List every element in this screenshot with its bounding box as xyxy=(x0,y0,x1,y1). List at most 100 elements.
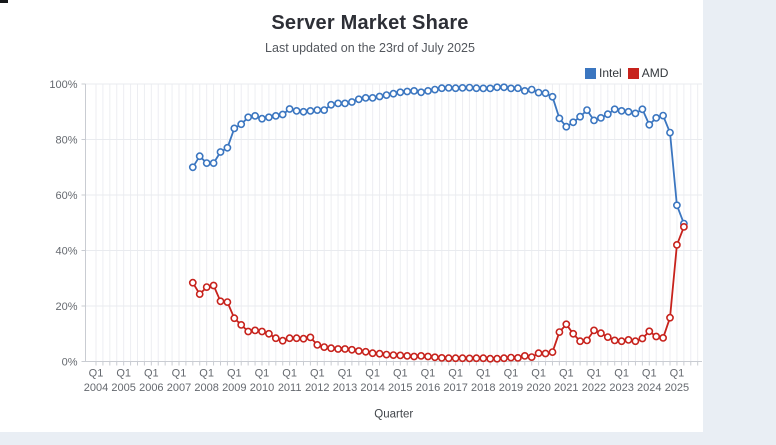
amd-data-point[interactable] xyxy=(368,349,377,358)
intel-data-point[interactable] xyxy=(264,113,273,122)
amd-data-point[interactable] xyxy=(244,327,253,336)
intel-data-point[interactable] xyxy=(320,106,329,114)
amd-data-point[interactable] xyxy=(597,329,605,338)
amd-data-point[interactable] xyxy=(645,327,654,336)
amd-data-point[interactable] xyxy=(680,222,688,231)
amd-data-point[interactable] xyxy=(430,353,439,362)
amd-data-point[interactable] xyxy=(638,334,647,343)
intel-data-point[interactable] xyxy=(486,84,495,93)
intel-data-point[interactable] xyxy=(230,124,239,133)
amd-data-point[interactable] xyxy=(631,337,640,346)
intel-data-point[interactable] xyxy=(271,112,280,120)
intel-data-point[interactable] xyxy=(527,85,536,94)
intel-data-point[interactable] xyxy=(361,94,370,102)
amd-data-point[interactable] xyxy=(230,314,239,323)
amd-data-point[interactable] xyxy=(583,336,591,345)
amd-data-point[interactable] xyxy=(451,354,460,363)
intel-data-point[interactable] xyxy=(458,84,467,92)
amd-data-point[interactable] xyxy=(195,290,204,298)
intel-data-point[interactable] xyxy=(403,87,412,96)
intel-data-point[interactable] xyxy=(424,87,432,95)
intel-data-point[interactable] xyxy=(610,105,619,114)
amd-data-point[interactable] xyxy=(382,350,391,359)
intel-data-point[interactable] xyxy=(444,84,453,92)
intel-data-point[interactable] xyxy=(555,114,564,123)
intel-data-point[interactable] xyxy=(569,118,578,127)
amd-data-point[interactable] xyxy=(610,336,619,345)
amd-data-point[interactable] xyxy=(562,320,571,329)
amd-data-point[interactable] xyxy=(375,349,384,358)
amd-data-point[interactable] xyxy=(624,335,633,344)
amd-data-point[interactable] xyxy=(534,349,543,358)
amd-data-point[interactable] xyxy=(313,340,322,349)
amd-data-point[interactable] xyxy=(341,345,349,353)
intel-data-point[interactable] xyxy=(341,99,349,108)
intel-data-point[interactable] xyxy=(479,84,488,93)
amd-data-point[interactable] xyxy=(285,334,294,343)
amd-data-point[interactable] xyxy=(493,354,501,363)
amd-data-point[interactable] xyxy=(417,351,425,360)
intel-data-point[interactable] xyxy=(285,105,294,113)
amd-data-point[interactable] xyxy=(555,328,564,336)
intel-data-point[interactable] xyxy=(507,84,515,93)
intel-data-point[interactable] xyxy=(375,92,384,101)
intel-data-point[interactable] xyxy=(617,107,626,115)
amd-data-point[interactable] xyxy=(479,354,488,363)
intel-data-point[interactable] xyxy=(417,88,425,97)
amd-data-point[interactable] xyxy=(527,353,536,361)
intel-data-point[interactable] xyxy=(354,95,363,104)
intel-data-point[interactable] xyxy=(451,84,460,93)
amd-data-point[interactable] xyxy=(389,351,398,359)
amd-data-point[interactable] xyxy=(514,353,522,362)
intel-data-point[interactable] xyxy=(673,201,681,210)
amd-data-point[interactable] xyxy=(576,337,584,346)
amd-data-point[interactable] xyxy=(444,354,453,363)
intel-data-point[interactable] xyxy=(223,143,232,152)
intel-data-point[interactable] xyxy=(597,114,605,122)
amd-data-point[interactable] xyxy=(396,351,405,360)
amd-data-point[interactable] xyxy=(237,320,246,329)
amd-data-point[interactable] xyxy=(569,329,578,338)
intel-data-point[interactable] xyxy=(520,87,529,95)
intel-data-point[interactable] xyxy=(583,106,591,114)
amd-data-point[interactable] xyxy=(673,240,681,249)
amd-data-point[interactable] xyxy=(659,333,667,342)
amd-data-point[interactable] xyxy=(188,278,197,287)
amd-data-point[interactable] xyxy=(299,334,308,343)
intel-data-point[interactable] xyxy=(306,107,315,115)
amd-data-point[interactable] xyxy=(465,354,474,363)
intel-data-point[interactable] xyxy=(465,83,474,92)
intel-data-point[interactable] xyxy=(382,91,391,99)
amd-data-point[interactable] xyxy=(209,281,218,290)
amd-data-point[interactable] xyxy=(458,354,467,363)
intel-data-point[interactable] xyxy=(188,163,197,172)
intel-data-point[interactable] xyxy=(334,99,342,108)
intel-data-point[interactable] xyxy=(313,106,322,114)
amd-data-point[interactable] xyxy=(216,297,225,306)
amd-data-point[interactable] xyxy=(548,348,557,356)
intel-data-point[interactable] xyxy=(652,114,661,122)
intel-data-point[interactable] xyxy=(631,109,640,118)
amd-data-point[interactable] xyxy=(472,354,481,363)
amd-data-point[interactable] xyxy=(347,345,356,354)
amd-data-point[interactable] xyxy=(306,333,315,342)
intel-data-point[interactable] xyxy=(237,120,246,129)
intel-data-point[interactable] xyxy=(389,89,398,98)
intel-data-point[interactable] xyxy=(500,83,508,92)
intel-data-point[interactable] xyxy=(430,85,439,94)
intel-data-point[interactable] xyxy=(666,128,674,137)
amd-data-point[interactable] xyxy=(424,352,432,361)
intel-data-point[interactable] xyxy=(562,122,571,131)
intel-data-point[interactable] xyxy=(244,113,253,122)
amd-data-point[interactable] xyxy=(264,329,273,338)
intel-data-point[interactable] xyxy=(541,89,550,98)
intel-data-point[interactable] xyxy=(368,94,377,102)
legend-item-intel[interactable]: Intel xyxy=(585,66,622,80)
intel-data-point[interactable] xyxy=(493,83,501,92)
amd-data-point[interactable] xyxy=(271,334,280,343)
intel-data-point[interactable] xyxy=(437,84,446,93)
amd-data-point[interactable] xyxy=(541,349,550,358)
intel-data-point[interactable] xyxy=(347,98,356,106)
intel-data-point[interactable] xyxy=(251,112,259,120)
legend-item-amd[interactable]: AMD xyxy=(627,66,668,80)
